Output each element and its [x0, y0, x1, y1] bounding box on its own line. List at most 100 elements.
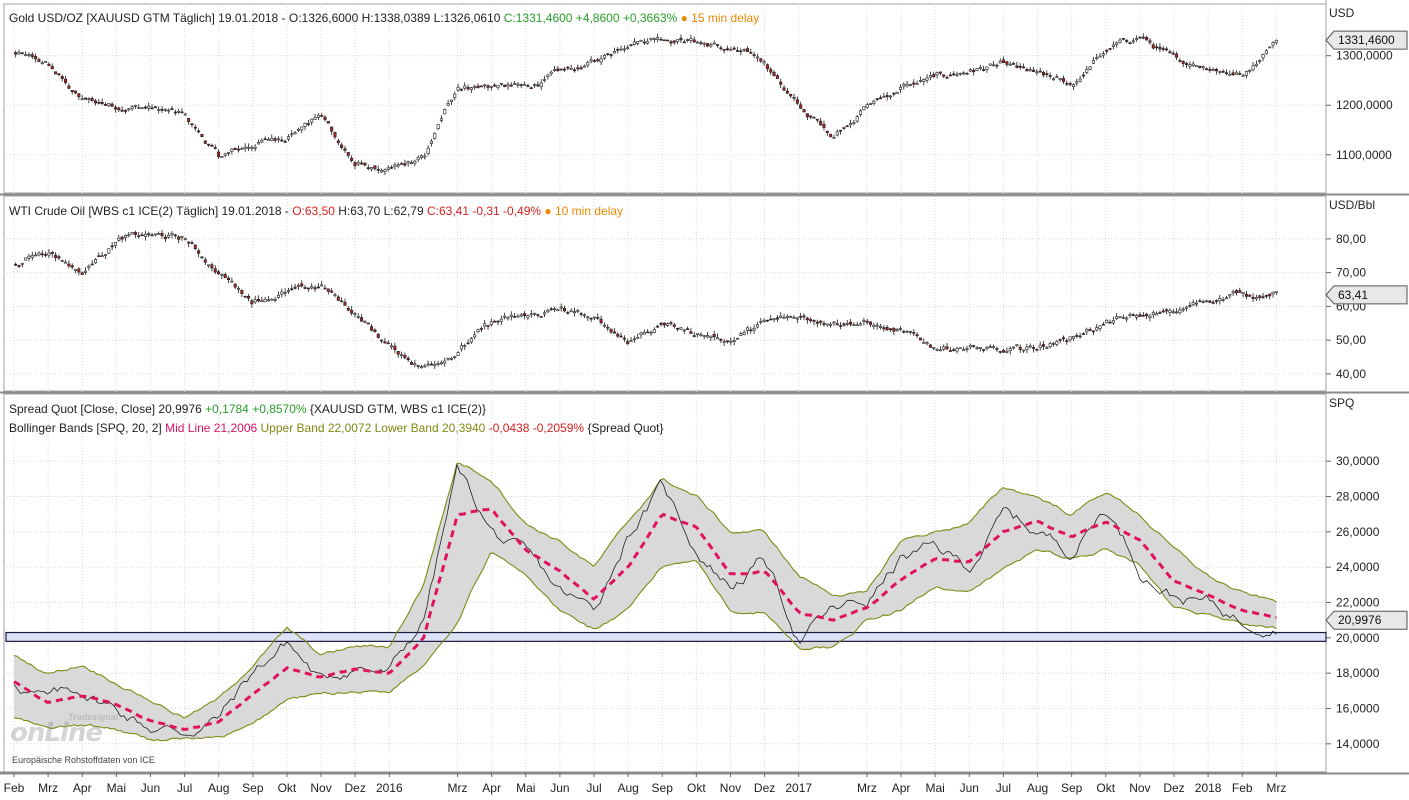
x-tick-label-Jul: Jul [177, 781, 192, 795]
gold-candle-body [1138, 36, 1142, 39]
oil-candle-body [955, 348, 959, 352]
oil-candle-body [799, 316, 803, 318]
oil-candle-body [1214, 300, 1218, 302]
oil-candle-body [882, 327, 886, 330]
oil-candle-body [523, 313, 527, 317]
spread-current-value-tag-shape [1325, 610, 1408, 630]
gold-candle-body [1022, 66, 1026, 69]
gold-candle-body [153, 106, 157, 109]
gold-candle-body [217, 151, 221, 157]
oil-candle-body [536, 314, 540, 316]
x-tick-label-Mai: Mai [926, 781, 945, 795]
gold-candle-body [569, 68, 573, 70]
oil-candle-body [802, 315, 806, 318]
oil-candle-body [908, 331, 912, 333]
gold-candle-body [822, 124, 826, 128]
x-tick-label-Dez: Dez [345, 781, 366, 795]
oil-candle-body [496, 320, 500, 323]
gold-candle-body [982, 69, 986, 71]
gold-candle-body [320, 115, 324, 117]
data-credit: Europäische Rohstoffdaten von ICE [12, 755, 155, 765]
oil-candle-body [240, 289, 244, 294]
oil-candle-body [34, 254, 38, 257]
x-tick-label-Jun: Jun [141, 781, 160, 795]
oil-candle-body [822, 323, 826, 325]
oil-candle-body [123, 234, 127, 238]
x-tick-label-Mai: Mai [107, 781, 126, 795]
gold-candle-body [84, 97, 88, 100]
oil-candle-body [669, 322, 673, 324]
gold-candle-body [147, 105, 151, 109]
oil-candle-body [293, 286, 297, 289]
oil-candle-body [888, 328, 892, 331]
oil-candle-body [606, 326, 610, 329]
oil-candle-body [1231, 291, 1235, 294]
gold-candle-body [340, 144, 344, 148]
gold-candle-body [133, 105, 137, 107]
oil-candle-body [805, 317, 809, 321]
oil-candle-body [579, 313, 583, 315]
oil-candle-body [699, 334, 703, 336]
oil-candle-body [1264, 295, 1268, 297]
gold-candle-body [955, 73, 959, 76]
gold-candle-body [606, 53, 610, 56]
oil-candle-body [722, 341, 726, 343]
gold-candle-body [486, 85, 490, 88]
oil-candle-body [1028, 345, 1032, 348]
oil-candle-body [1168, 310, 1172, 313]
gold-candle-body [459, 88, 463, 91]
x-tick-label-Nov: Nov [720, 781, 741, 795]
oil-candle-body [74, 269, 78, 271]
spread-header-name: Spread Quot [Close, Close] [9, 402, 159, 416]
oil-candle-body [84, 270, 88, 273]
gold-candle-body [370, 166, 374, 170]
gold-candle-body [576, 67, 580, 70]
oil-candle-body [1058, 339, 1062, 341]
oil-candle-body [596, 317, 600, 319]
gold-candles [14, 33, 1278, 175]
oil-candle-body [247, 296, 251, 299]
gold-candle-body [589, 59, 593, 62]
gold-candle-body [44, 61, 48, 63]
oil-candle-body [413, 363, 417, 366]
spread-y-tick-label: 16,0000 [1336, 701, 1380, 715]
oil-candle-body [898, 328, 902, 330]
gold-candle-body [290, 133, 294, 136]
oil-candle-body [739, 333, 743, 336]
oil-candle-body [1171, 311, 1175, 314]
oil-candle-body [20, 263, 24, 265]
gold-candle-body [536, 84, 540, 87]
oil-candle-body [103, 254, 107, 256]
oil-candle-body [1018, 346, 1022, 350]
gold-candle-body [749, 52, 753, 54]
gold-candle-body [350, 157, 354, 161]
gold-y-tick-label: 1200,0000 [1336, 98, 1393, 112]
gold-candle-body [543, 79, 547, 81]
gold-candle-body [872, 100, 876, 104]
oil-candle-body [539, 316, 543, 318]
gold-candle-body [233, 147, 237, 151]
gold-candle-body [1198, 65, 1202, 68]
oil-candle-body [400, 354, 404, 357]
oil-candle-body [1221, 298, 1225, 301]
oil-candle-body [809, 319, 813, 322]
oil-candle-body [829, 323, 833, 326]
gold-candle-body [456, 87, 460, 91]
gold-candle-body [24, 54, 28, 56]
oil-candle-body [652, 329, 656, 333]
gold-candle-body [832, 137, 836, 139]
gold-candle-body [642, 41, 646, 44]
oil-candle-body [666, 323, 670, 326]
gold-candle-body [330, 126, 334, 132]
gold-candle-body [646, 41, 650, 44]
gold-candle-body [1161, 48, 1165, 50]
gold-candle-body [110, 103, 114, 107]
oil-candle-body [895, 328, 899, 331]
oil-candle-body [885, 327, 889, 331]
gold-candle-body [469, 87, 473, 90]
gold-candle-body [283, 140, 287, 143]
gold-candle-body [922, 79, 926, 82]
oil-candle-body [370, 326, 374, 331]
gold-candle-body [433, 132, 437, 139]
gold-candle-body [127, 108, 131, 111]
